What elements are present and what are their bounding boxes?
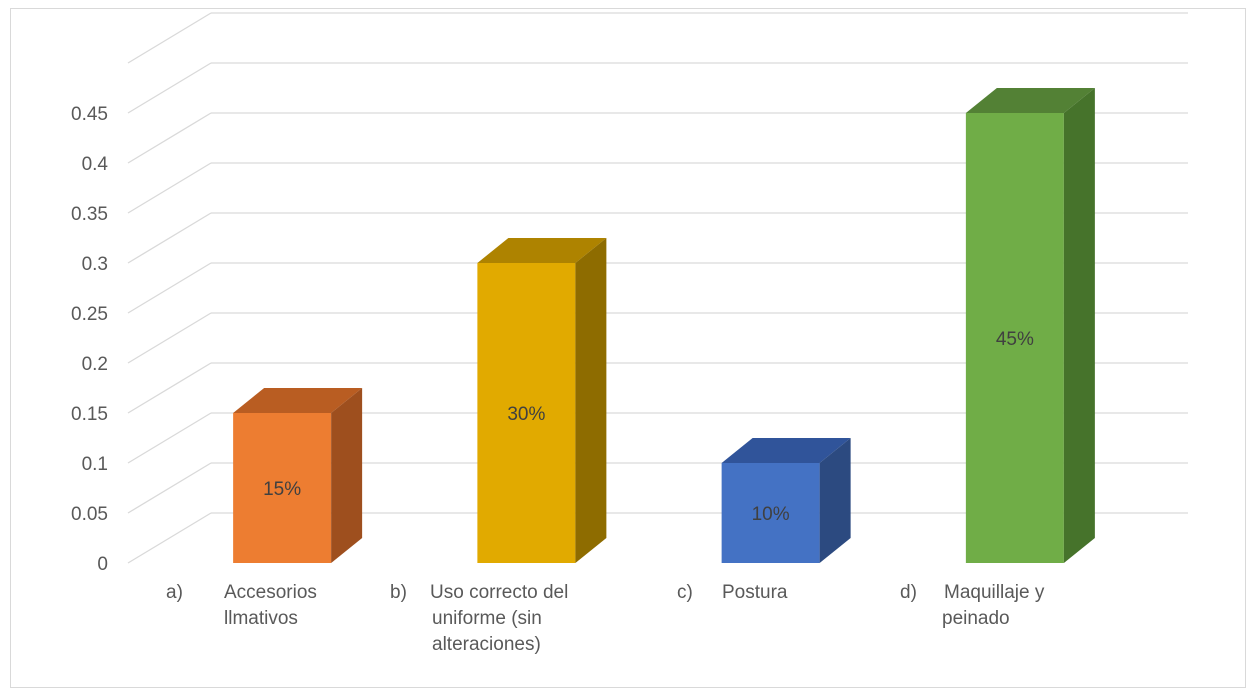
gridline-diagonal bbox=[127, 362, 212, 414]
bar-front bbox=[477, 263, 576, 563]
bar-top bbox=[965, 88, 1095, 113]
category-text-line: peinado bbox=[942, 608, 1010, 629]
bar-top bbox=[233, 388, 363, 413]
data-label: 45% bbox=[996, 329, 1034, 350]
category-text-line: llmativos bbox=[224, 608, 298, 629]
gridline-diagonal bbox=[127, 312, 212, 364]
gridline-diagonal bbox=[127, 112, 212, 164]
category-letter: a) bbox=[166, 582, 183, 603]
y-tick-label: 0 bbox=[97, 554, 108, 575]
bar-front bbox=[965, 113, 1064, 563]
data-label: 15% bbox=[263, 479, 301, 500]
category-letter: d) bbox=[900, 582, 917, 603]
bar-side bbox=[331, 388, 363, 563]
category-letter: c) bbox=[677, 582, 693, 603]
y-tick-label: 0.2 bbox=[82, 354, 108, 375]
y-tick-label: 0.25 bbox=[71, 304, 108, 325]
y-tick-label: 0.05 bbox=[71, 504, 108, 525]
y-tick-label: 0.4 bbox=[82, 154, 109, 175]
y-tick-label: 0.35 bbox=[71, 204, 108, 225]
bar-front bbox=[233, 413, 332, 563]
bar-front bbox=[721, 463, 820, 563]
bar-side bbox=[575, 238, 607, 563]
gridline-diagonal bbox=[127, 462, 212, 514]
bar-top bbox=[721, 438, 851, 463]
y-tick-label: 0.45 bbox=[71, 104, 108, 125]
data-label: 30% bbox=[507, 404, 545, 425]
gridline-diagonal bbox=[127, 262, 212, 314]
category-letter: b) bbox=[390, 582, 407, 603]
gridline-diagonal bbox=[127, 412, 212, 464]
gridline-diagonal bbox=[127, 512, 212, 564]
category-text-line: Maquillaje y bbox=[944, 582, 1045, 603]
y-tick-label: 0.15 bbox=[71, 404, 108, 425]
gridline-diagonal bbox=[127, 62, 212, 114]
bar-side bbox=[1063, 88, 1095, 563]
bar-side bbox=[819, 438, 851, 563]
gridline-diagonal bbox=[127, 162, 212, 214]
category-text-line: alteraciones) bbox=[432, 634, 541, 655]
bar-top bbox=[477, 238, 607, 263]
y-tick-label: 0.3 bbox=[82, 254, 108, 275]
category-text-line: uniforme (sin bbox=[432, 608, 542, 629]
data-label: 10% bbox=[752, 504, 790, 525]
y-tick-label: 0.1 bbox=[82, 454, 108, 475]
category-text-line: Accesorios bbox=[224, 582, 317, 603]
gridline-diagonal bbox=[127, 12, 212, 64]
category-text-line: Postura bbox=[722, 582, 788, 603]
category-text-line: Uso correcto del bbox=[430, 582, 569, 603]
gridline-diagonal bbox=[127, 212, 212, 264]
